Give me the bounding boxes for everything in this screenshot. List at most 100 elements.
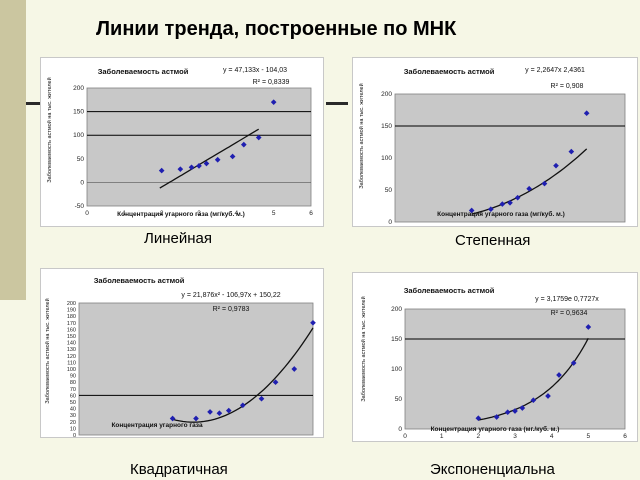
caption-quadratic: Квадратичная	[130, 461, 228, 478]
y-tick-label: 150	[73, 109, 84, 116]
y-tick-label: 130	[67, 347, 76, 353]
data-point	[158, 167, 165, 174]
data-point	[272, 379, 279, 386]
y-tick-label: 110	[67, 360, 76, 366]
data-point	[188, 164, 195, 171]
y-tick-label: 50	[77, 156, 85, 163]
y-tick-label: 150	[381, 123, 392, 130]
data-point	[169, 415, 176, 422]
y-tick-label: 70	[70, 387, 76, 393]
y-tick-label: 80	[70, 380, 76, 386]
caption-power: Степенная	[455, 232, 531, 249]
y-tick-label: 140	[67, 341, 76, 347]
decor-line-middle	[326, 102, 348, 105]
data-point	[225, 407, 232, 414]
data-point	[291, 366, 298, 372]
y-tick-label: 100	[391, 366, 402, 373]
data-point	[504, 409, 511, 416]
y-tick-label: 40	[70, 407, 76, 413]
y-tick-label: 200	[73, 85, 84, 92]
trend-equation: y = 47,133x - 104,03	[223, 67, 287, 74]
x-axis-label: Концентрация угарного газа (мг/куб. м.)	[117, 210, 245, 218]
chart-svg-exponential: 0 50 100 150 200 0 1 2 3 4 5 6 Заболеваемость астмой…	[360, 286, 627, 440]
caption-exponential: Экспоненциальна	[430, 461, 555, 478]
x-tick-label: 1	[123, 210, 127, 217]
trend-r2: R² = 0,9634	[551, 310, 588, 317]
trend-line	[159, 128, 260, 189]
chart-panel-quadratic: 0 10 20 30 40 50 60 70 80 90 100 110 120 130 140 150 160…	[40, 268, 324, 438]
y-tick-label: 0	[388, 219, 392, 226]
y-tick-label: 0	[80, 179, 84, 186]
data-point	[270, 99, 277, 105]
y-axis-label: Заболеваемость астмой на тыс. жителей	[44, 298, 51, 403]
data-point	[207, 409, 213, 415]
chart-panel-exponential: 0 50 100 150 200 0 1 2 3 4 5 6 Заболеваемость астмой…	[352, 272, 638, 442]
y-tick-label: 180	[67, 314, 76, 320]
y-axis-label: Заболеваемость астмой на тыс. жителей	[360, 296, 367, 401]
data-point	[229, 153, 236, 160]
chart-title: Заболеваемость астмой	[94, 276, 185, 285]
data-point	[216, 410, 223, 417]
y-tick-label: 100	[67, 367, 76, 373]
data-point	[530, 397, 537, 404]
data-point	[177, 166, 184, 173]
data-point	[258, 395, 265, 402]
x-axis-label: Концентрация угарного газа (мг./куб. м.)	[431, 425, 560, 433]
data-point	[512, 408, 518, 414]
chart-title: Заболеваемость астмой	[404, 286, 495, 295]
data-point	[196, 163, 202, 169]
y-tick-label: 0	[73, 433, 76, 437]
x-tick-label: 3	[197, 210, 201, 217]
data-point	[507, 199, 513, 206]
data-point	[488, 206, 494, 213]
data-point	[499, 201, 506, 207]
y-tick-label: 60	[70, 393, 76, 399]
y-tick-label: 150	[67, 334, 76, 340]
trend-equation: y = 2,2647x 2,4361	[525, 67, 585, 74]
x-tick-label: 4	[550, 433, 554, 440]
y-tick-label: 200	[391, 306, 402, 313]
data-point	[556, 372, 562, 378]
trend-equation: y = 3,1759e 0,7727x	[535, 296, 599, 303]
y-tick-label: 160	[67, 327, 76, 333]
y-tick-label: 90	[70, 374, 76, 380]
plot-area	[78, 302, 314, 436]
x-tick-label: 6	[309, 210, 313, 217]
x-tick-label: 5	[272, 210, 276, 217]
data-point	[214, 156, 221, 163]
data-point	[553, 162, 559, 169]
data-point	[545, 393, 551, 399]
y-tick-label: 50	[385, 187, 393, 194]
slide-sidebar-band	[0, 0, 26, 300]
y-tick-label: 170	[67, 321, 76, 327]
y-tick-label: 10	[70, 426, 76, 432]
x-axis-label: Концентрация угарного газа	[111, 422, 203, 429]
plot-area	[86, 87, 312, 207]
trend-equation: y = 21,876x² - 106,97x + 150,22	[181, 292, 280, 299]
x-tick-label: 5	[587, 433, 591, 440]
y-tick-label: 100	[73, 132, 84, 139]
slide-title: Линии тренда, построенные по МНК	[96, 18, 457, 40]
x-tick-label: 0	[85, 210, 89, 217]
y-axis-label: Заболеваемость астмой на тыс. жителей	[46, 77, 53, 182]
data-point	[193, 415, 199, 422]
x-tick-label: 1	[440, 433, 444, 440]
data-point	[255, 134, 262, 141]
y-tick-label: 100	[381, 155, 392, 162]
y-tick-label: 190	[67, 308, 76, 314]
chart-title: Заболеваемость астмой	[98, 67, 189, 76]
y-tick-label: 30	[70, 413, 76, 419]
data-point	[493, 414, 500, 420]
y-tick-label: -50	[75, 203, 85, 210]
data-point	[239, 402, 246, 409]
x-tick-label: 2	[477, 433, 481, 440]
x-tick-label: 3	[513, 433, 517, 440]
chart-panel-linear: -50 0 50 100 150 200 0 1 2 3 4 5 6 Заболеваемость аст…	[40, 57, 324, 227]
y-tick-label: 120	[67, 354, 76, 360]
chart-title: Заболеваемость астмой	[404, 67, 495, 76]
data-point	[541, 180, 548, 187]
x-tick-label: 4	[235, 210, 239, 217]
x-tick-label: 0	[403, 433, 407, 440]
y-axis-label: Заболеваемость астмой на тыс. жителей	[358, 83, 365, 188]
